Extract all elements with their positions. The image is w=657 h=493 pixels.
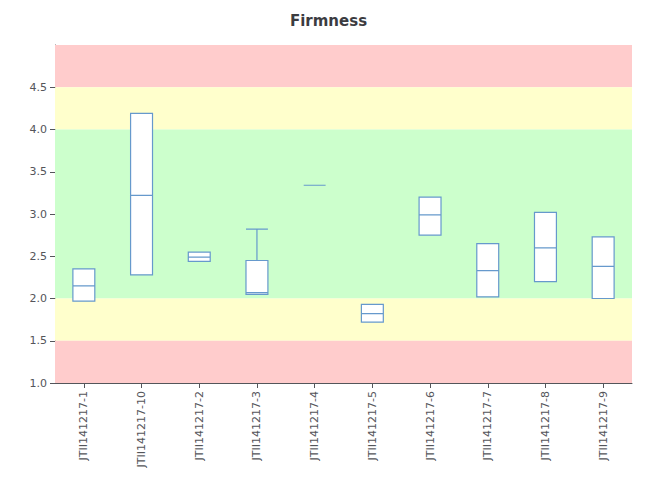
svg-text:4.0: 4.0 (30, 123, 48, 136)
svg-text:JTII141217-1: JTII141217-1 (77, 391, 90, 461)
svg-text:JTII141217-2: JTII141217-2 (193, 391, 206, 461)
svg-text:2.5: 2.5 (30, 250, 48, 263)
svg-text:JTII141217-8: JTII141217-8 (539, 391, 552, 461)
svg-text:JTII141217-7: JTII141217-7 (481, 391, 494, 461)
svg-text:Firmness: Firmness (290, 12, 367, 30)
svg-text:JTII141217-6: JTII141217-6 (424, 391, 437, 461)
svg-text:4.5: 4.5 (30, 81, 48, 94)
svg-text:JTII141217-9: JTII141217-9 (597, 391, 610, 461)
svg-text:JTII141217-10: JTII141217-10 (135, 391, 148, 468)
svg-text:JTII141217-4: JTII141217-4 (308, 391, 321, 461)
svg-text:1.5: 1.5 (30, 334, 48, 347)
svg-text:JTII141217-5: JTII141217-5 (366, 391, 379, 461)
svg-text:2.0: 2.0 (30, 292, 48, 305)
svg-text:3.5: 3.5 (30, 165, 48, 178)
svg-text:1.0: 1.0 (30, 377, 48, 390)
svg-text:JTII141217-3: JTII141217-3 (250, 391, 263, 461)
svg-text:3.0: 3.0 (30, 208, 48, 221)
